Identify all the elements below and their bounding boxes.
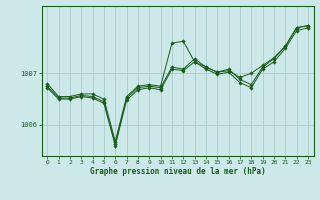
X-axis label: Graphe pression niveau de la mer (hPa): Graphe pression niveau de la mer (hPa) — [90, 167, 266, 176]
